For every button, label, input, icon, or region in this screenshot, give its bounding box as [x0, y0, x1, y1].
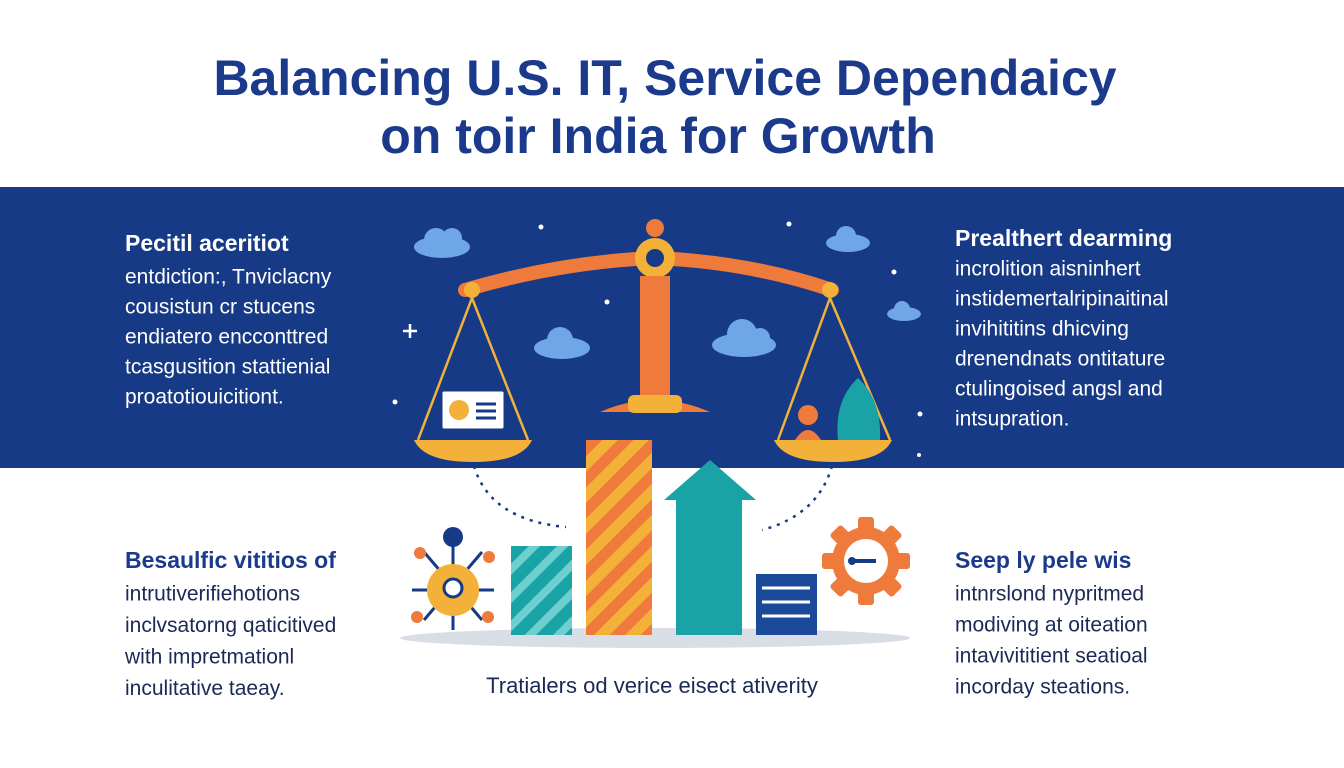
panel: Pecitil aceritiot entdiction:, Tnviclacny…: [125, 230, 332, 408]
panel-line: with impretmationl: [124, 646, 294, 669]
panel: Prealthert dearming incrolition aisninher…: [955, 225, 1172, 430]
panel-heading: Pecitil aceritiot: [125, 230, 289, 256]
title-line: Balancing U.S. IT, Service Dependaicy: [213, 50, 1116, 106]
panel-line: intnrslond nypritmed: [955, 583, 1144, 606]
panel-heading: Seep ly pele wis: [955, 547, 1131, 573]
panel-heading: Besaulfic vititios of: [125, 547, 336, 573]
illustration: [392, 219, 923, 648]
panel-line: incorday steations.: [955, 676, 1130, 699]
panel: Besaulfic vititios of intrutiverifiehotio…: [124, 547, 336, 700]
panel: Seep ly pele wis intnrslond nypritmed modi…: [955, 547, 1148, 698]
panel-line: inclvsatorng qaticitived: [125, 614, 336, 637]
panel-line: incrolition aisninhert: [955, 258, 1141, 281]
panel-line: modiving at oiteation: [955, 614, 1148, 637]
panel-line: intrutiverifiehotions: [125, 583, 300, 606]
panel-line: inculitative taeay.: [125, 677, 285, 700]
panel-line: proatotiouicitiont.: [125, 386, 284, 409]
panel-line: ctulingoised angsl and: [955, 378, 1163, 401]
panel-line: drenendnats ontitature: [955, 348, 1165, 371]
panel-line: tcasgusition stattienial: [125, 356, 330, 379]
panel-line: entdiction:, Tnviclacny: [125, 266, 332, 289]
panel-line: intavivititient seatioal: [955, 645, 1148, 668]
panel-line: endiatero encconttred: [125, 326, 328, 349]
title-line: on toir India for Growth: [380, 108, 936, 164]
caption: Tratialers od verice eisect ativerity: [486, 673, 818, 698]
panel-line: invihititins dhicving: [955, 318, 1129, 341]
panel-heading: Prealthert dearming: [955, 225, 1172, 251]
panel-line: instidemertalripinaitinal: [955, 288, 1169, 311]
panel-line: cousistun cr stucens: [125, 296, 315, 319]
band: [0, 187, 1344, 468]
panel-line: intsupration.: [955, 408, 1069, 431]
